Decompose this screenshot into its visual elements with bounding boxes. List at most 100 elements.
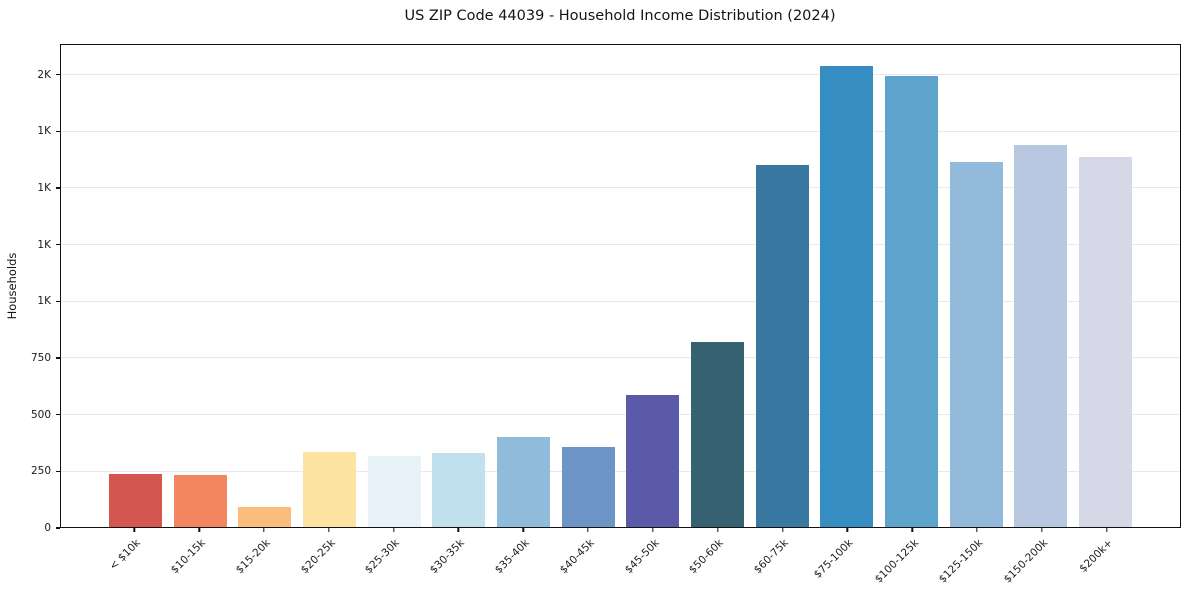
bar-$15-20k — [238, 506, 292, 527]
y-tick-mark — [56, 413, 60, 416]
y-tick-label: 0 — [44, 522, 51, 534]
bar-< $10k — [108, 474, 162, 527]
bar-slot — [944, 45, 1009, 527]
chart-title: US ZIP Code 44039 - Household Income Dis… — [404, 8, 836, 24]
x-cell: $150-200k — [1002, 528, 1074, 590]
x-tick-label: $25-30k — [363, 537, 403, 577]
x-tick-mark — [392, 528, 395, 532]
bar-$45-50k — [626, 395, 680, 527]
y-tick-label: 2K — [37, 68, 51, 81]
x-tick-mark — [911, 528, 913, 532]
x-cell: $40-45k — [556, 528, 621, 590]
x-tick-label: $150-200k — [1001, 537, 1051, 586]
bar-slot — [685, 45, 750, 527]
x-axis: < $10k $10-15k $15-20k $20-25k $25-30k $30-35… — [60, 528, 1181, 590]
y-tick-mark — [56, 527, 60, 529]
bar-$30-35k — [432, 452, 486, 527]
bar-$10-15k — [173, 474, 227, 527]
bar-slot — [168, 45, 233, 527]
bar-$20-25k — [302, 451, 356, 527]
bar-slot — [750, 45, 815, 527]
x-cells: < $10k $10-15k $15-20k $20-25k $25-30k $30-35… — [60, 528, 1181, 590]
gridline — [61, 130, 1180, 132]
bar-slot — [815, 45, 880, 527]
x-tick-mark — [976, 528, 978, 532]
x-cell: $15-20k — [232, 528, 297, 590]
x-tick-label: $35-40k — [492, 537, 532, 577]
x-cell: $30-35k — [426, 528, 491, 590]
bar-$40-45k — [561, 446, 615, 527]
x-cell: $20-25k — [296, 528, 361, 590]
gridline — [61, 357, 1180, 359]
x-cell: < $10k — [102, 528, 167, 590]
x-cell: $100-125k — [872, 528, 945, 590]
bar-$35-40k — [496, 437, 550, 527]
y-tick-label: 500 — [30, 408, 51, 421]
gridline — [61, 414, 1180, 416]
x-tick-mark — [522, 528, 524, 532]
bar-slot — [879, 45, 944, 527]
gridline — [61, 244, 1180, 246]
gridline — [61, 300, 1180, 302]
x-cell: $35-40k — [491, 528, 556, 590]
x-tick-label: $30-35k — [427, 537, 467, 577]
x-tick-label: $45-50k — [622, 537, 662, 577]
x-cell: $50-60k — [685, 528, 750, 590]
x-tick-mark — [1041, 528, 1043, 532]
y-tick-mark — [56, 470, 60, 473]
x-tick-label: $10-15k — [168, 537, 208, 577]
bar-slot — [1009, 45, 1074, 527]
plot-area — [60, 44, 1181, 528]
y-tick-mark — [56, 300, 60, 302]
x-tick-label: $15-20k — [233, 537, 273, 577]
y-tick-label: 1K — [37, 125, 51, 138]
x-tick-label: $125-150k — [936, 537, 986, 586]
x-cell: $125-150k — [937, 528, 1010, 590]
x-tick-label: < $10k — [107, 537, 143, 573]
x-tick-mark — [328, 528, 330, 532]
x-cell: $200k+ — [1074, 528, 1139, 590]
x-tick-mark — [717, 528, 719, 532]
bar-slot — [362, 45, 427, 527]
gridline — [61, 187, 1180, 189]
bar-$150-200k — [1014, 144, 1068, 527]
bar-$25-30k — [367, 455, 421, 527]
x-tick-label: $100-125k — [872, 537, 921, 586]
x-tick-mark — [587, 528, 589, 532]
y-axis-ticks: 0 250 500 750 1K 1K 1K 1K 2K — [0, 44, 60, 534]
x-tick-label: $60-75k — [751, 537, 792, 577]
x-tick-label: $40-45k — [557, 537, 597, 577]
bar-$200k+ — [1079, 156, 1133, 527]
x-tick-mark — [781, 528, 784, 532]
x-cell: $25-30k — [361, 528, 426, 590]
y-tick-label: 1K — [37, 295, 51, 308]
y-tick-label: 250 — [30, 465, 51, 478]
gridline — [61, 470, 1180, 472]
bar-slot — [491, 45, 556, 527]
gridline — [61, 74, 1180, 76]
x-tick-mark — [133, 528, 136, 532]
y-tick-label: 750 — [30, 351, 51, 364]
x-tick-mark — [457, 528, 460, 532]
bar-$100-125k — [885, 75, 939, 527]
bar-slot — [426, 45, 491, 527]
x-tick-mark — [652, 528, 654, 532]
bar-slot — [232, 45, 297, 527]
bar-$60-75k — [755, 165, 809, 527]
y-tick-mark — [56, 73, 60, 76]
x-tick-mark — [198, 528, 200, 532]
x-tick-label: $20-25k — [298, 537, 338, 577]
x-tick-label: $200k+ — [1077, 537, 1116, 575]
bar-$125-150k — [949, 161, 1003, 527]
x-cell: $45-50k — [621, 528, 686, 590]
x-tick-label: $50-60k — [687, 537, 727, 577]
x-tick-mark — [263, 528, 265, 532]
y-tick-mark — [56, 130, 60, 132]
x-tick-mark — [846, 528, 849, 532]
y-tick-mark — [56, 357, 60, 359]
y-tick-mark — [56, 187, 60, 189]
x-cell: $10-15k — [167, 528, 232, 590]
x-tick-mark — [1105, 528, 1108, 532]
bar-$75-100k — [820, 65, 874, 527]
